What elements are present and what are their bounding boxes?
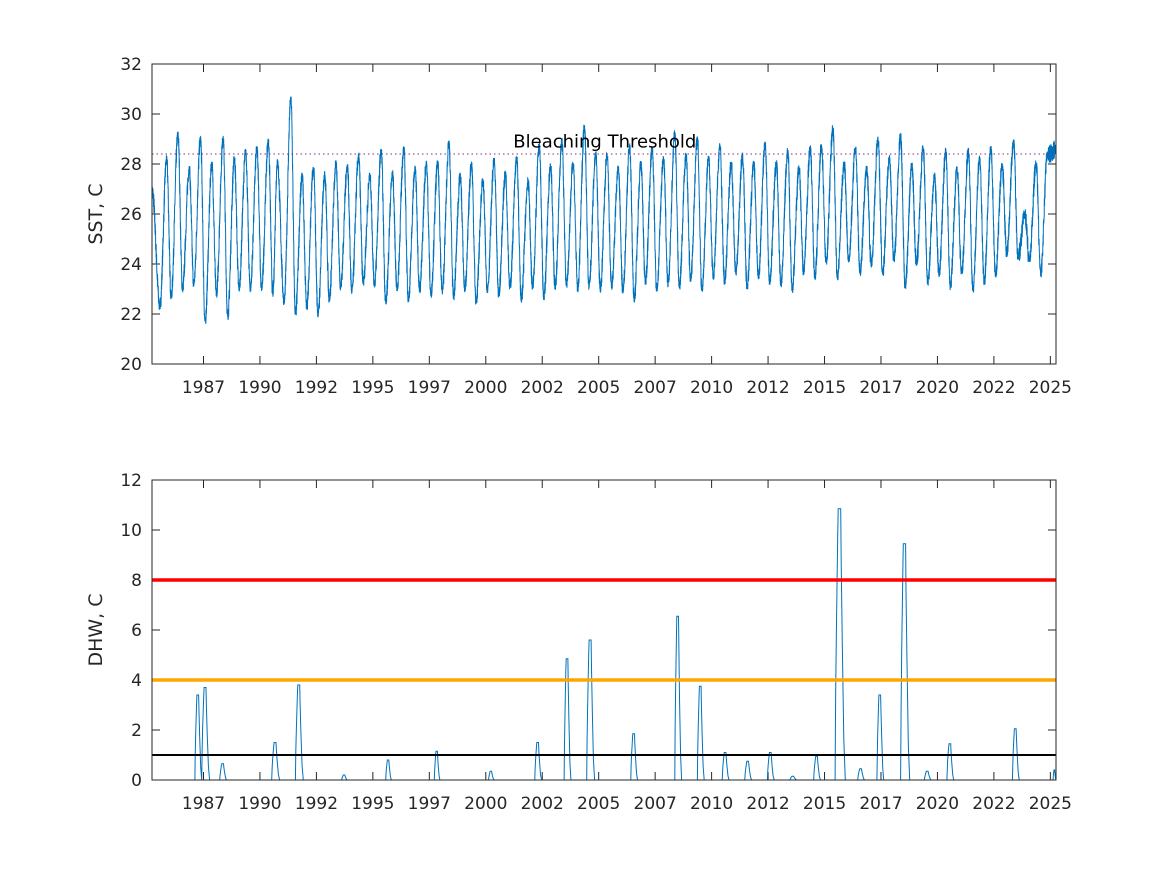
sst-y-tick-label: 30 (120, 105, 142, 125)
dhw-x-tick-label: 2020 (916, 794, 959, 814)
dhw-y-tick-labels: 0 2 4 6 8 10 12 (120, 471, 142, 791)
sst-x-tick-label: 2010 (690, 378, 733, 398)
dhw-reference-lines (152, 578, 1056, 756)
dhw-axes-box (151, 479, 1057, 781)
sst-y-axis-label: SST, C (85, 183, 107, 244)
sst-axes-box (151, 63, 1057, 365)
dhw-x-tick-label: 1997 (408, 794, 451, 814)
sst-x-tick-labels: 1987 1990 1992 1995 1997 2000 2002 2005 2007 2010… (182, 378, 1072, 398)
dhw-x-tick-label: 2015 (803, 794, 846, 814)
dhw-y-axis-label: DHW, C (85, 593, 107, 666)
dhw-x-tick-label: 2005 (577, 794, 620, 814)
dhw-panel: 0 2 4 6 8 10 12 1987 1990 1992 1995 1997 2000 2002 20… (85, 471, 1072, 814)
sst-y-tick-label: 26 (120, 205, 142, 225)
dhw-x-tick-label: 2010 (690, 794, 733, 814)
dhw-y-tick-label: 8 (131, 571, 142, 591)
sst-x-tick-label: 1992 (295, 378, 338, 398)
sst-x-tick-label: 2007 (634, 378, 677, 398)
dhw-x-tick-labels: 1987 1990 1992 1995 1997 2000 2002 2005 2007 2010… (182, 794, 1072, 814)
sst-x-tick-label: 2022 (972, 378, 1015, 398)
sst-series-line (151, 96, 1057, 324)
sst-y-tick-labels: 20 22 24 26 28 30 32 (120, 55, 142, 375)
sst-x-tick-label: 2012 (746, 378, 789, 398)
dhw-x-tick-label: 2002 (521, 794, 564, 814)
sst-y-tick-label: 28 (120, 155, 142, 175)
sst-x-tick-label: 2005 (577, 378, 620, 398)
dhw-x-tick-label: 1995 (351, 794, 394, 814)
sst-x-tick-label: 2017 (859, 378, 902, 398)
dhw-x-tick-label: 2012 (746, 794, 789, 814)
dhw-x-tick-label: 2000 (464, 794, 507, 814)
sst-x-tick-label: 1995 (351, 378, 394, 398)
sst-y-tick-label: 22 (120, 305, 142, 325)
sst-y-tick-label: 32 (120, 55, 142, 75)
dhw-x-tick-label: 2007 (634, 794, 677, 814)
sst-x-tick-label: 1997 (408, 378, 451, 398)
sst-x-tick-label: 1990 (238, 378, 281, 398)
dhw-x-tick-label: 2022 (972, 794, 1015, 814)
dhw-x-tick-label: 2017 (859, 794, 902, 814)
dhw-y-tick-label: 4 (131, 671, 142, 691)
dhw-y-tick-label: 0 (131, 771, 142, 791)
sst-x-tick-label: 2002 (521, 378, 564, 398)
sst-y-tick-label: 20 (120, 355, 142, 375)
sst-x-tick-label: 2025 (1029, 378, 1072, 398)
dhw-y-tick-label: 2 (131, 721, 142, 741)
dhw-x-tick-label: 1992 (295, 794, 338, 814)
sst-x-tick-label: 2020 (916, 378, 959, 398)
dhw-y-tick-label: 12 (120, 471, 142, 491)
dhw-y-tick-label: 10 (120, 521, 142, 541)
dhw-x-tick-label: 1990 (238, 794, 281, 814)
sst-x-tick-label: 2000 (464, 378, 507, 398)
sst-axes-marks (152, 63, 1056, 365)
dhw-x-tick-label: 2025 (1029, 794, 1072, 814)
sst-x-tick-label: 1987 (182, 378, 225, 398)
dhw-y-tick-label: 6 (131, 621, 142, 641)
sst-y-tick-label: 24 (120, 255, 142, 275)
bleaching-threshold-annotation: Bleaching Threshold (513, 132, 696, 153)
dhw-x-tick-label: 1987 (182, 794, 225, 814)
sst-series (151, 96, 1057, 324)
sst-x-tick-label: 2015 (803, 378, 846, 398)
